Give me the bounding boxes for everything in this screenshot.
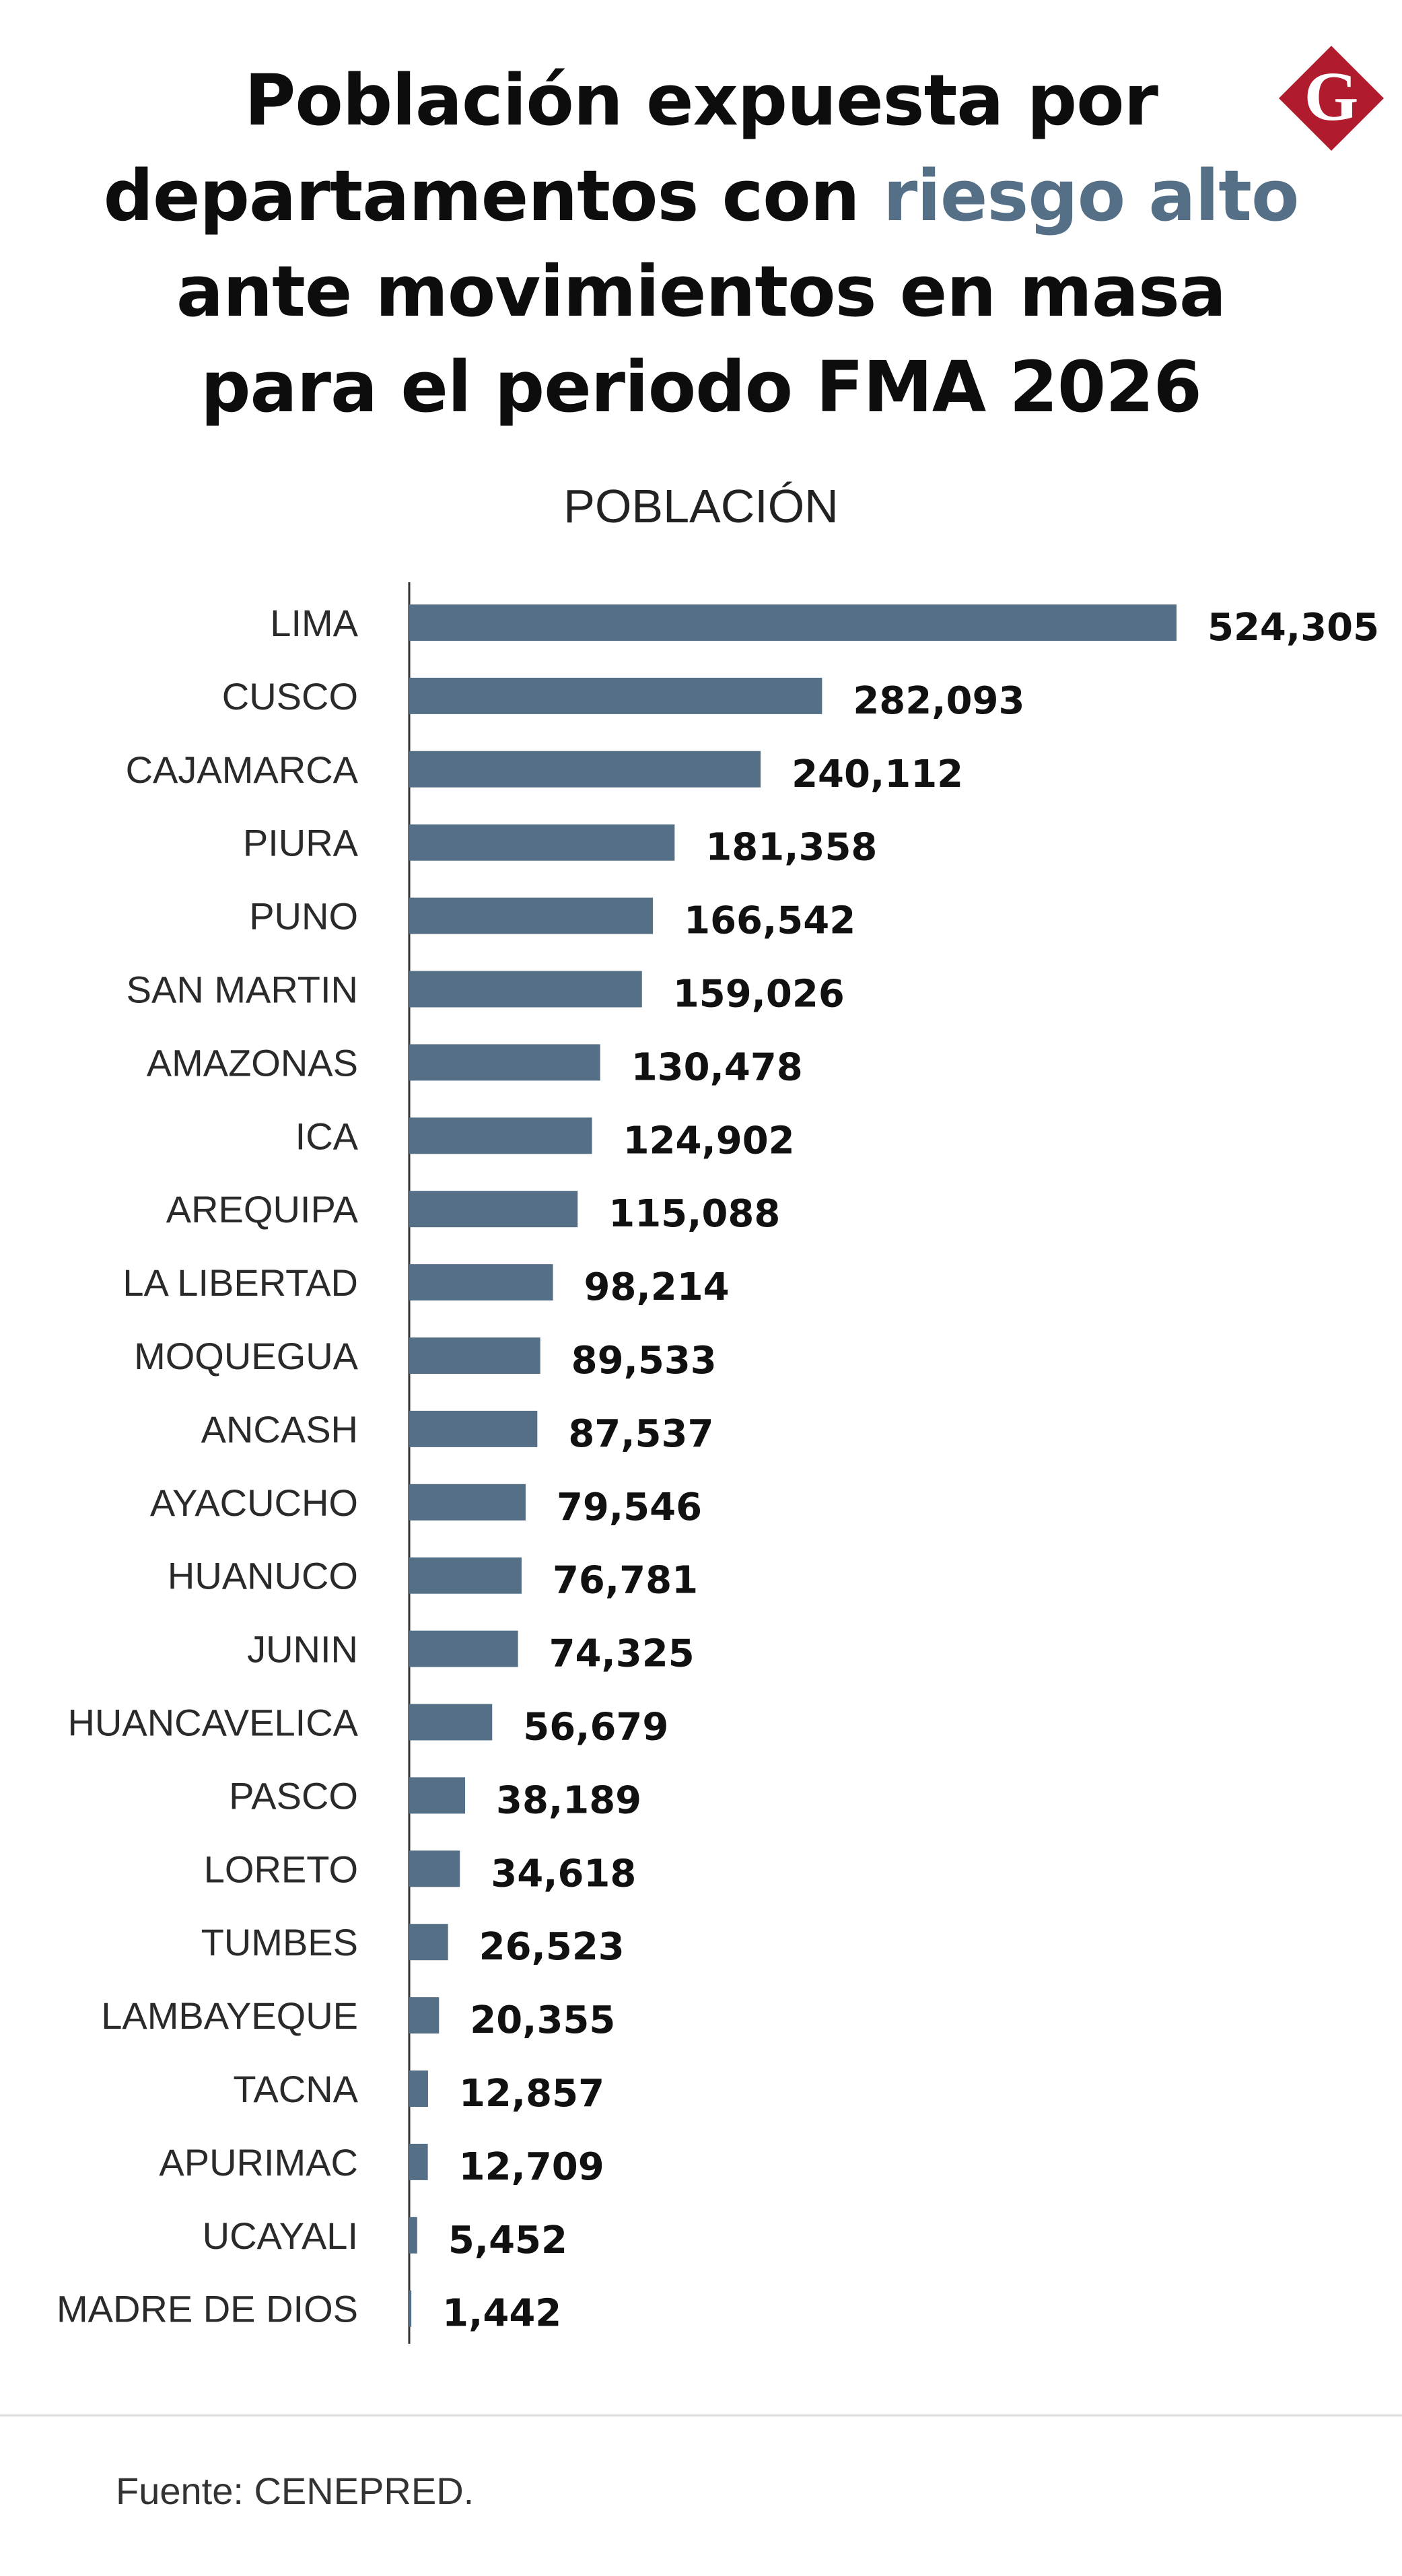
bar	[409, 1484, 526, 1521]
value-label: 282,093	[853, 679, 1024, 723]
bar-chart: LIMA 524,305 CUSCO 282,093 CAJAMARCA 240,112 P…	[57, 582, 1379, 2344]
bar	[409, 604, 1177, 641]
bar	[409, 1191, 578, 1228]
category-label: PUNO	[249, 895, 358, 938]
logo-diamond	[1279, 46, 1384, 151]
category-label: HUANUCO	[168, 1555, 358, 1597]
title-text: departamentos con	[103, 155, 883, 237]
bar	[409, 1557, 522, 1594]
category-label: PIURA	[243, 822, 359, 864]
category-label: ANCASH	[201, 1408, 358, 1451]
value-label: 159,026	[673, 973, 845, 1016]
value-label: 20,355	[470, 1998, 615, 2042]
category-label: AYACUCHO	[150, 1482, 358, 1524]
value-label: 5,452	[448, 2219, 567, 2262]
value-label: 124,902	[623, 1119, 795, 1162]
category-label: APURIMAC	[159, 2141, 358, 2184]
bar	[409, 1777, 466, 1814]
logo-letter: G	[1304, 58, 1359, 135]
bar	[409, 971, 642, 1008]
category-label: LAMBAYEQUE	[101, 1994, 358, 2037]
bar	[409, 751, 761, 788]
bar	[409, 2217, 417, 2254]
value-label: 26,523	[479, 1925, 625, 1969]
category-label: HUANCAVELICA	[67, 1702, 358, 1744]
logo-icon: G	[1279, 46, 1384, 151]
bar	[409, 824, 675, 861]
footer-divider	[0, 2414, 1402, 2416]
value-label: 38,189	[496, 1778, 641, 1822]
value-label: 166,542	[684, 899, 855, 943]
value-label: 34,618	[491, 1852, 636, 1895]
title-text: Población expuesta por	[244, 59, 1158, 141]
category-label: LA LIBERTAD	[122, 1261, 358, 1304]
bar	[409, 1924, 448, 1961]
value-label: 56,679	[523, 1706, 668, 1749]
category-label: MOQUEGUA	[134, 1335, 359, 1377]
bar	[409, 1410, 538, 1447]
source-note: Fuente: CENEPRED.	[116, 2470, 475, 2512]
title-line: para el periodo FMA 2026	[0, 339, 1402, 435]
value-label: 524,305	[1207, 606, 1379, 650]
value-label: 240,112	[792, 753, 963, 796]
value-label: 74,325	[549, 1632, 695, 1676]
title-text: ante movimientos en masa	[176, 250, 1226, 333]
bar	[409, 1117, 592, 1154]
value-label: 12,857	[459, 2072, 604, 2116]
category-label: TACNA	[233, 2068, 358, 2110]
x-axis-label: POBLACIÓN	[563, 480, 839, 532]
bar	[409, 1997, 440, 2034]
title-accent: riesgo alto	[882, 155, 1299, 237]
bar	[409, 677, 822, 714]
title-line: departamentos con riesgo alto	[0, 148, 1402, 244]
bar	[409, 2290, 412, 2327]
category-label: LIMA	[270, 602, 358, 644]
bar	[409, 897, 654, 934]
category-label: ICA	[295, 1115, 359, 1157]
title-text: para el periodo FMA 2026	[201, 346, 1202, 428]
category-label: MADRE DE DIOS	[57, 2288, 358, 2330]
title-line: Población expuesta por	[0, 53, 1402, 148]
category-label: LORETO	[204, 1848, 358, 1890]
bar	[409, 2143, 428, 2180]
bar	[409, 1704, 493, 1741]
chart-title: Población expuesta por departamentos con …	[0, 53, 1402, 435]
bar	[409, 1337, 540, 1374]
category-label: SAN MARTIN	[127, 969, 358, 1011]
category-label: PASCO	[229, 1774, 358, 1817]
category-label: TUMBES	[201, 1921, 358, 1963]
title-line: ante movimientos en masa	[0, 244, 1402, 339]
value-label: 130,478	[631, 1045, 803, 1089]
value-label: 115,088	[608, 1192, 780, 1236]
value-label: 87,537	[568, 1412, 713, 1456]
category-label: UCAYALI	[203, 2215, 358, 2257]
bar	[409, 2070, 428, 2107]
bar	[409, 1850, 460, 1887]
value-label: 89,533	[571, 1339, 717, 1383]
category-label: CUSCO	[222, 675, 358, 718]
bar	[409, 1044, 600, 1081]
value-label: 76,781	[553, 1559, 698, 1603]
category-label: CAJAMARCA	[126, 749, 359, 791]
value-label: 1,442	[442, 2292, 561, 2336]
category-label: JUNIN	[247, 1628, 358, 1671]
value-label: 12,709	[459, 2145, 604, 2189]
value-label: 79,546	[557, 1486, 702, 1529]
category-label: AMAZONAS	[147, 1041, 358, 1084]
category-label: AREQUIPA	[166, 1188, 359, 1230]
bar	[409, 1630, 518, 1667]
value-label: 98,214	[584, 1265, 730, 1309]
value-label: 181,358	[705, 826, 877, 870]
bar	[409, 1264, 553, 1301]
